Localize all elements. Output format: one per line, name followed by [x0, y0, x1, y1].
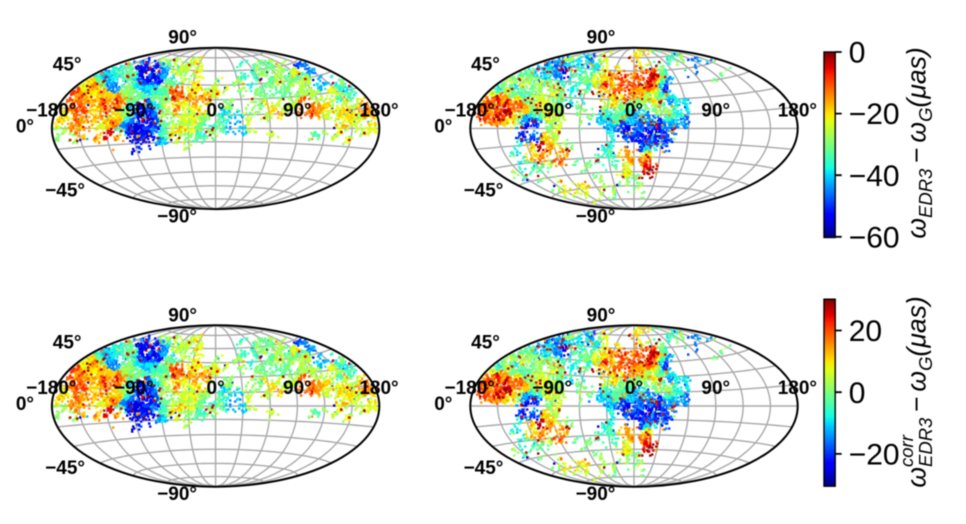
svg-text:G: G	[915, 357, 936, 371]
svg-text:20: 20	[849, 315, 882, 348]
svg-text:−45°: −45°	[464, 181, 504, 202]
svg-text:45°: 45°	[53, 55, 82, 76]
svg-text:corr: corr	[896, 434, 917, 467]
svg-text:180°: 180°	[359, 378, 398, 399]
svg-text:−180°: −180°	[26, 378, 76, 399]
svg-text:45°: 45°	[53, 332, 82, 353]
svg-text:ω: ω	[902, 467, 932, 488]
svg-text:EDR3: EDR3	[915, 417, 936, 467]
svg-text:90°: 90°	[587, 28, 616, 49]
svg-text:45°: 45°	[471, 55, 500, 76]
svg-text:90°: 90°	[701, 101, 730, 122]
svg-text:−: −	[902, 392, 932, 418]
svg-text:−40: −40	[849, 160, 900, 193]
svg-text:−90°: −90°	[157, 207, 197, 228]
svg-text:−180°: −180°	[444, 378, 494, 399]
svg-text:−90°: −90°	[576, 207, 616, 228]
svg-text:0°: 0°	[625, 378, 643, 399]
svg-text:−90°: −90°	[532, 101, 572, 122]
svg-text:0°: 0°	[434, 117, 452, 138]
svg-text:0°: 0°	[434, 394, 452, 415]
svg-text:−90°: −90°	[114, 101, 154, 122]
svg-text:ω: ω	[902, 371, 932, 392]
svg-text:−20: −20	[849, 439, 900, 472]
svg-text:−45°: −45°	[45, 458, 85, 479]
svg-text:0: 0	[849, 377, 866, 410]
svg-text:0°: 0°	[16, 394, 34, 415]
svg-text:180°: 180°	[778, 378, 817, 399]
svg-text:0°: 0°	[207, 378, 225, 399]
svg-text:0: 0	[849, 37, 866, 70]
svg-text:G: G	[915, 108, 936, 122]
svg-text:90°: 90°	[283, 378, 312, 399]
svg-text:ω: ω	[902, 122, 932, 143]
svg-text:90°: 90°	[168, 305, 197, 326]
svg-text:0°: 0°	[207, 101, 225, 122]
svg-text:−: −	[902, 143, 932, 169]
svg-text:90°: 90°	[168, 28, 197, 49]
svg-text:−90°: −90°	[576, 484, 616, 505]
svg-text:−45°: −45°	[464, 458, 504, 479]
svg-text:45°: 45°	[471, 332, 500, 353]
svg-text:−45°: −45°	[45, 181, 85, 202]
svg-text:(μas): (μas)	[902, 296, 932, 356]
svg-text:90°: 90°	[701, 378, 730, 399]
svg-text:180°: 180°	[359, 101, 398, 122]
svg-text:90°: 90°	[283, 101, 312, 122]
svg-text:−180°: −180°	[444, 101, 494, 122]
svg-text:−90°: −90°	[114, 378, 154, 399]
svg-text:0°: 0°	[16, 117, 34, 138]
svg-text:0°: 0°	[625, 101, 643, 122]
svg-text:−180°: −180°	[26, 101, 76, 122]
svg-text:90°: 90°	[587, 305, 616, 326]
svg-text:−90°: −90°	[532, 378, 572, 399]
svg-text:EDR3: EDR3	[915, 168, 936, 218]
svg-text:ω: ω	[902, 218, 932, 239]
svg-text:−20: −20	[849, 98, 900, 131]
svg-text:−90°: −90°	[157, 484, 197, 505]
svg-text:180°: 180°	[778, 101, 817, 122]
svg-text:(μas): (μas)	[902, 47, 932, 107]
svg-text:−60: −60	[849, 221, 900, 254]
